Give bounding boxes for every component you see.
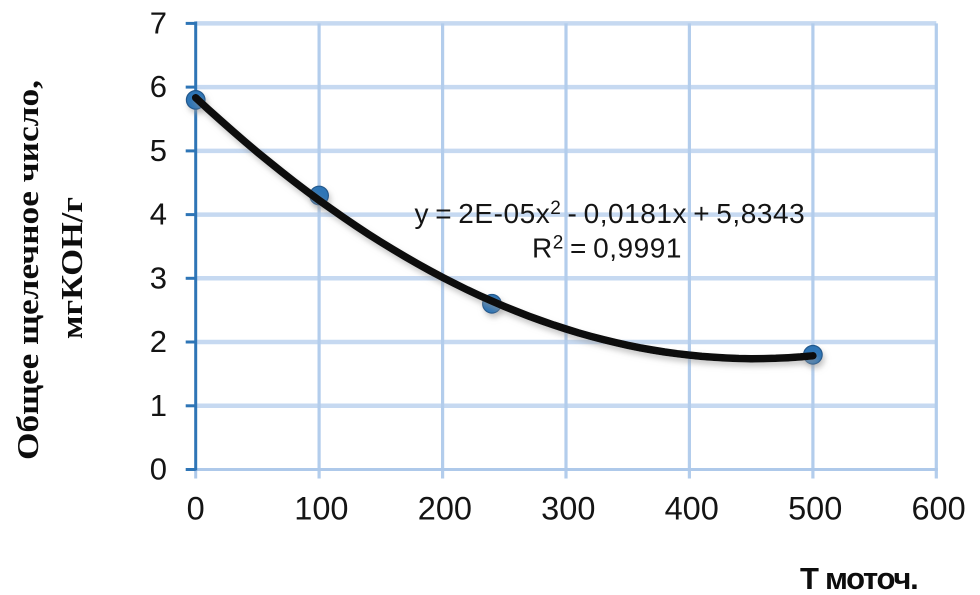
svg-text:0: 0: [150, 452, 167, 487]
svg-text:7: 7: [150, 5, 167, 40]
svg-text:мгКОН/г: мгКОН/г: [54, 197, 89, 339]
svg-text:y = 2E-05x2 - 0,0181x + 5,8343: y = 2E-05x2 - 0,0181x + 5,8343: [415, 198, 806, 229]
svg-text:Общее щелечное число,: Общее щелечное число,: [10, 80, 45, 460]
svg-text:100: 100: [294, 491, 348, 527]
svg-text:600: 600: [911, 491, 965, 527]
svg-text:1: 1: [150, 388, 167, 423]
svg-text:300: 300: [541, 491, 595, 527]
svg-text:500: 500: [788, 491, 842, 527]
svg-text:4: 4: [150, 197, 167, 232]
svg-text:0: 0: [187, 491, 205, 527]
svg-text:3: 3: [150, 260, 167, 295]
svg-text:R2 = 0,9991: R2 = 0,9991: [532, 233, 682, 264]
svg-text:2: 2: [150, 324, 167, 359]
svg-text:5: 5: [150, 133, 167, 168]
svg-text:400: 400: [665, 491, 719, 527]
svg-text:6: 6: [150, 69, 167, 104]
svg-text:200: 200: [418, 491, 472, 527]
svg-text:Т моточ.: Т моточ.: [800, 561, 917, 595]
